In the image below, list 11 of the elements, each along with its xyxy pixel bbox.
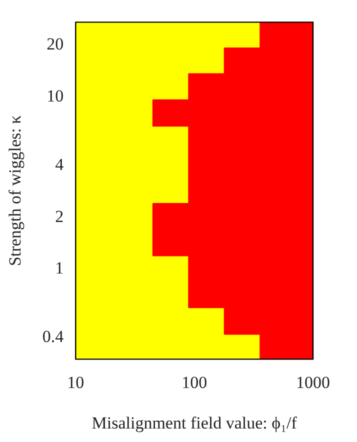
y-tick-label: 10 — [46, 86, 64, 106]
x-tick-label: 10 — [67, 372, 84, 392]
y-tick-label: 1 — [55, 258, 64, 278]
x-tick-label: 1000 — [296, 372, 330, 392]
x-axis-title: Misalignment field value: ϕ₁/f — [92, 413, 298, 432]
y-axis-title: Strength of wiggles: κ — [6, 114, 25, 266]
x-tick-label: 100 — [182, 372, 208, 392]
y-tick-label: 2 — [55, 206, 64, 226]
y-tick-label: 0.4 — [42, 327, 64, 346]
y-tick-label: 4 — [55, 154, 64, 174]
y-tick-label: 20 — [46, 34, 64, 54]
